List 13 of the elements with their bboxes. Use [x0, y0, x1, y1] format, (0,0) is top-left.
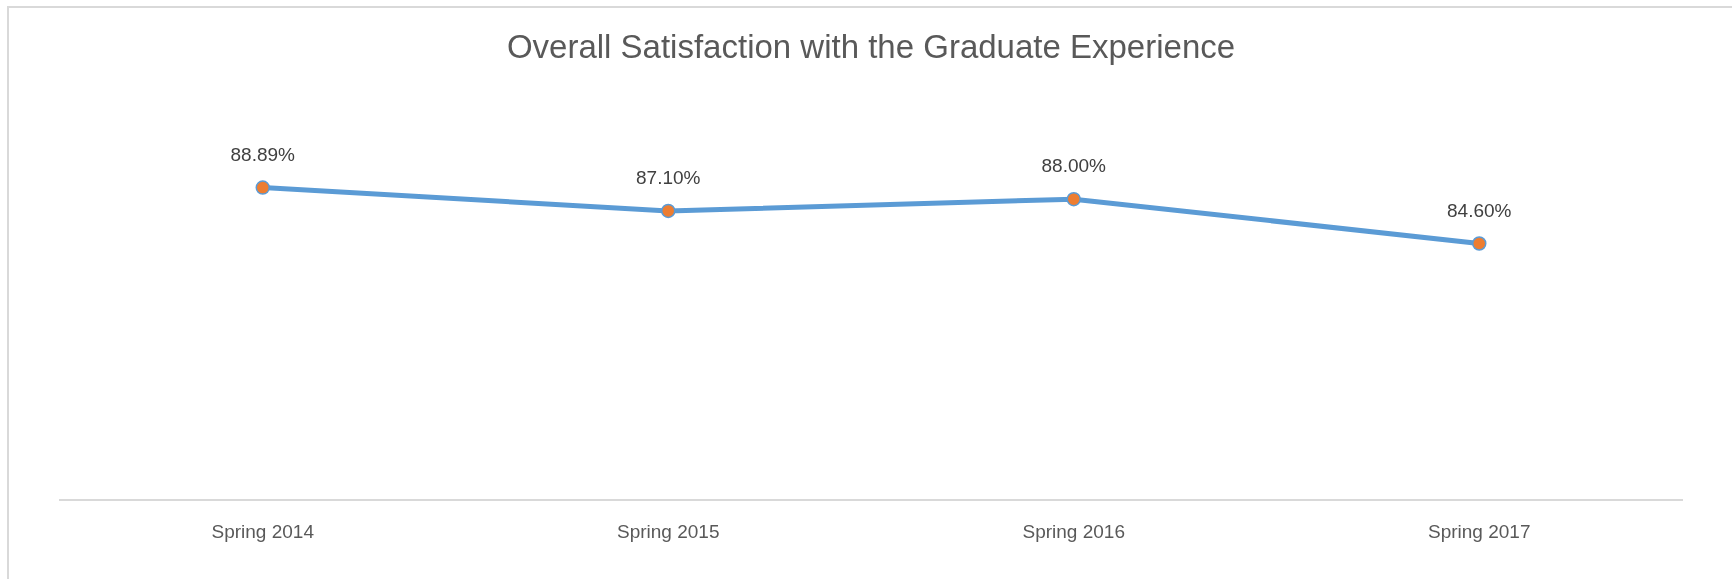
point	[661, 203, 676, 219]
x-tick-label: Spring 2017	[1428, 520, 1531, 542]
chart-title: Overall Satisfaction with the Graduate Experience	[506, 27, 1236, 65]
data-label: 84.60%	[1447, 199, 1512, 221]
point	[255, 180, 270, 195]
x-tick-label: Spring 2016	[1022, 520, 1125, 542]
x-tick-label: Spring 2015	[617, 520, 720, 542]
data-label: 88.89%	[230, 143, 296, 165]
data-label: 87.10%	[636, 167, 701, 189]
point	[1066, 191, 1081, 207]
data-label: 88.00%	[1041, 155, 1107, 177]
x-tick-label: Spring 2014	[211, 520, 315, 542]
point	[1472, 236, 1487, 251]
